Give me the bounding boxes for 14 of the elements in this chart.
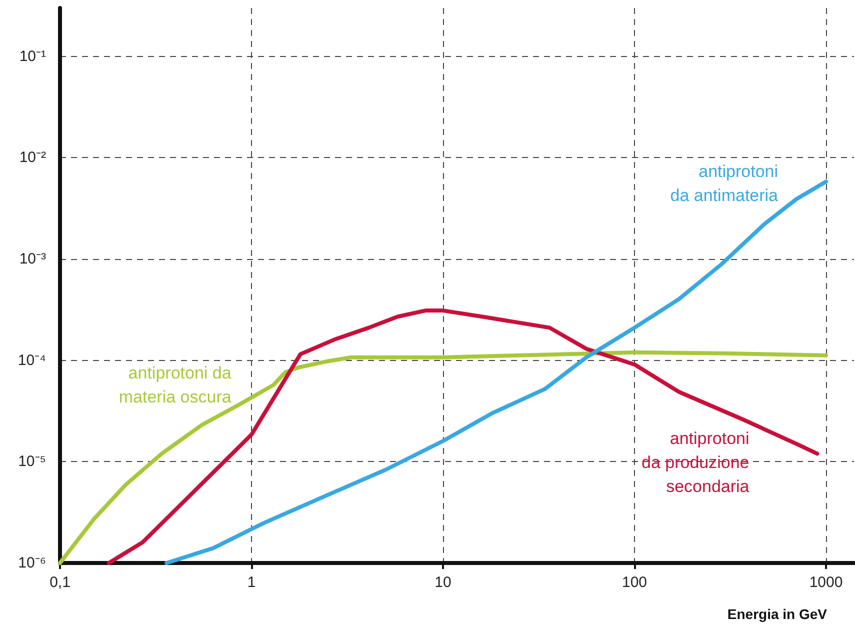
x-axis-title: Energia in GeV (727, 606, 828, 622)
x-tick-label: 100 (622, 574, 648, 591)
y-tick-label: 10⁻⁶ (18, 554, 46, 572)
series-label: antiprotoni da materia oscura (118, 364, 232, 407)
x-tick-label: 10 (434, 574, 452, 591)
y-tick-label: 10⁻² (19, 149, 46, 166)
x-tick-label: 1000 (809, 574, 843, 591)
y-tick-label: 10⁻⁵ (18, 453, 46, 470)
y-tick-label: 10⁻¹ (19, 48, 46, 65)
y-tick-label: 10⁻³ (19, 250, 46, 268)
x-tick-label: 0,1 (50, 574, 70, 591)
series-label: antiprotoni da antimateria (670, 162, 779, 206)
y-tick-label: 10⁻⁴ (18, 352, 46, 369)
x-tick-label: 1 (247, 574, 256, 591)
